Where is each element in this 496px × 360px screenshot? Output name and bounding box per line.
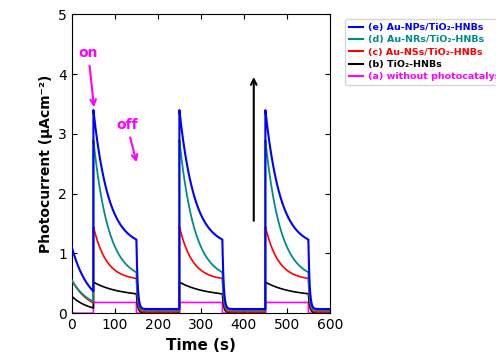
Legend: (e) Au-NPs/TiO₂-HNBs, (d) Au-NRs/TiO₂-HNBs, (c) Au-NSs/TiO₂-HNBs, (b) TiO₂-HNBs,: (e) Au-NPs/TiO₂-HNBs, (d) Au-NRs/TiO₂-HN… [345, 19, 496, 85]
X-axis label: Time (s): Time (s) [166, 338, 236, 352]
Y-axis label: Photocurrent (μAcm⁻²): Photocurrent (μAcm⁻²) [39, 75, 53, 253]
Text: off: off [116, 118, 138, 160]
Text: on: on [78, 46, 98, 105]
